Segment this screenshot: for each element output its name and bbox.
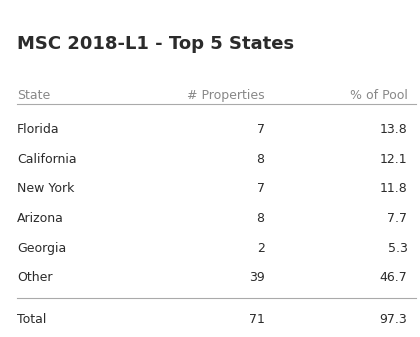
- Text: 7: 7: [257, 182, 265, 195]
- Text: MSC 2018-L1 - Top 5 States: MSC 2018-L1 - Top 5 States: [17, 35, 294, 53]
- Text: Arizona: Arizona: [17, 212, 64, 225]
- Text: 39: 39: [249, 271, 265, 284]
- Text: 8: 8: [257, 153, 265, 166]
- Text: 13.8: 13.8: [380, 123, 407, 136]
- Text: 5.3: 5.3: [388, 242, 407, 255]
- Text: 8: 8: [257, 212, 265, 225]
- Text: 2: 2: [257, 242, 265, 255]
- Text: # Properties: # Properties: [187, 89, 265, 102]
- Text: Other: Other: [17, 271, 52, 284]
- Text: New York: New York: [17, 182, 74, 195]
- Text: 7.7: 7.7: [387, 212, 407, 225]
- Text: 46.7: 46.7: [380, 271, 407, 284]
- Text: Georgia: Georgia: [17, 242, 66, 255]
- Text: 7: 7: [257, 123, 265, 136]
- Text: 11.8: 11.8: [380, 182, 407, 195]
- Text: California: California: [17, 153, 76, 166]
- Text: 12.1: 12.1: [380, 153, 407, 166]
- Text: 97.3: 97.3: [380, 313, 407, 327]
- Text: Total: Total: [17, 313, 46, 327]
- Text: % of Pool: % of Pool: [349, 89, 407, 102]
- Text: 71: 71: [249, 313, 265, 327]
- Text: State: State: [17, 89, 50, 102]
- Text: Florida: Florida: [17, 123, 59, 136]
